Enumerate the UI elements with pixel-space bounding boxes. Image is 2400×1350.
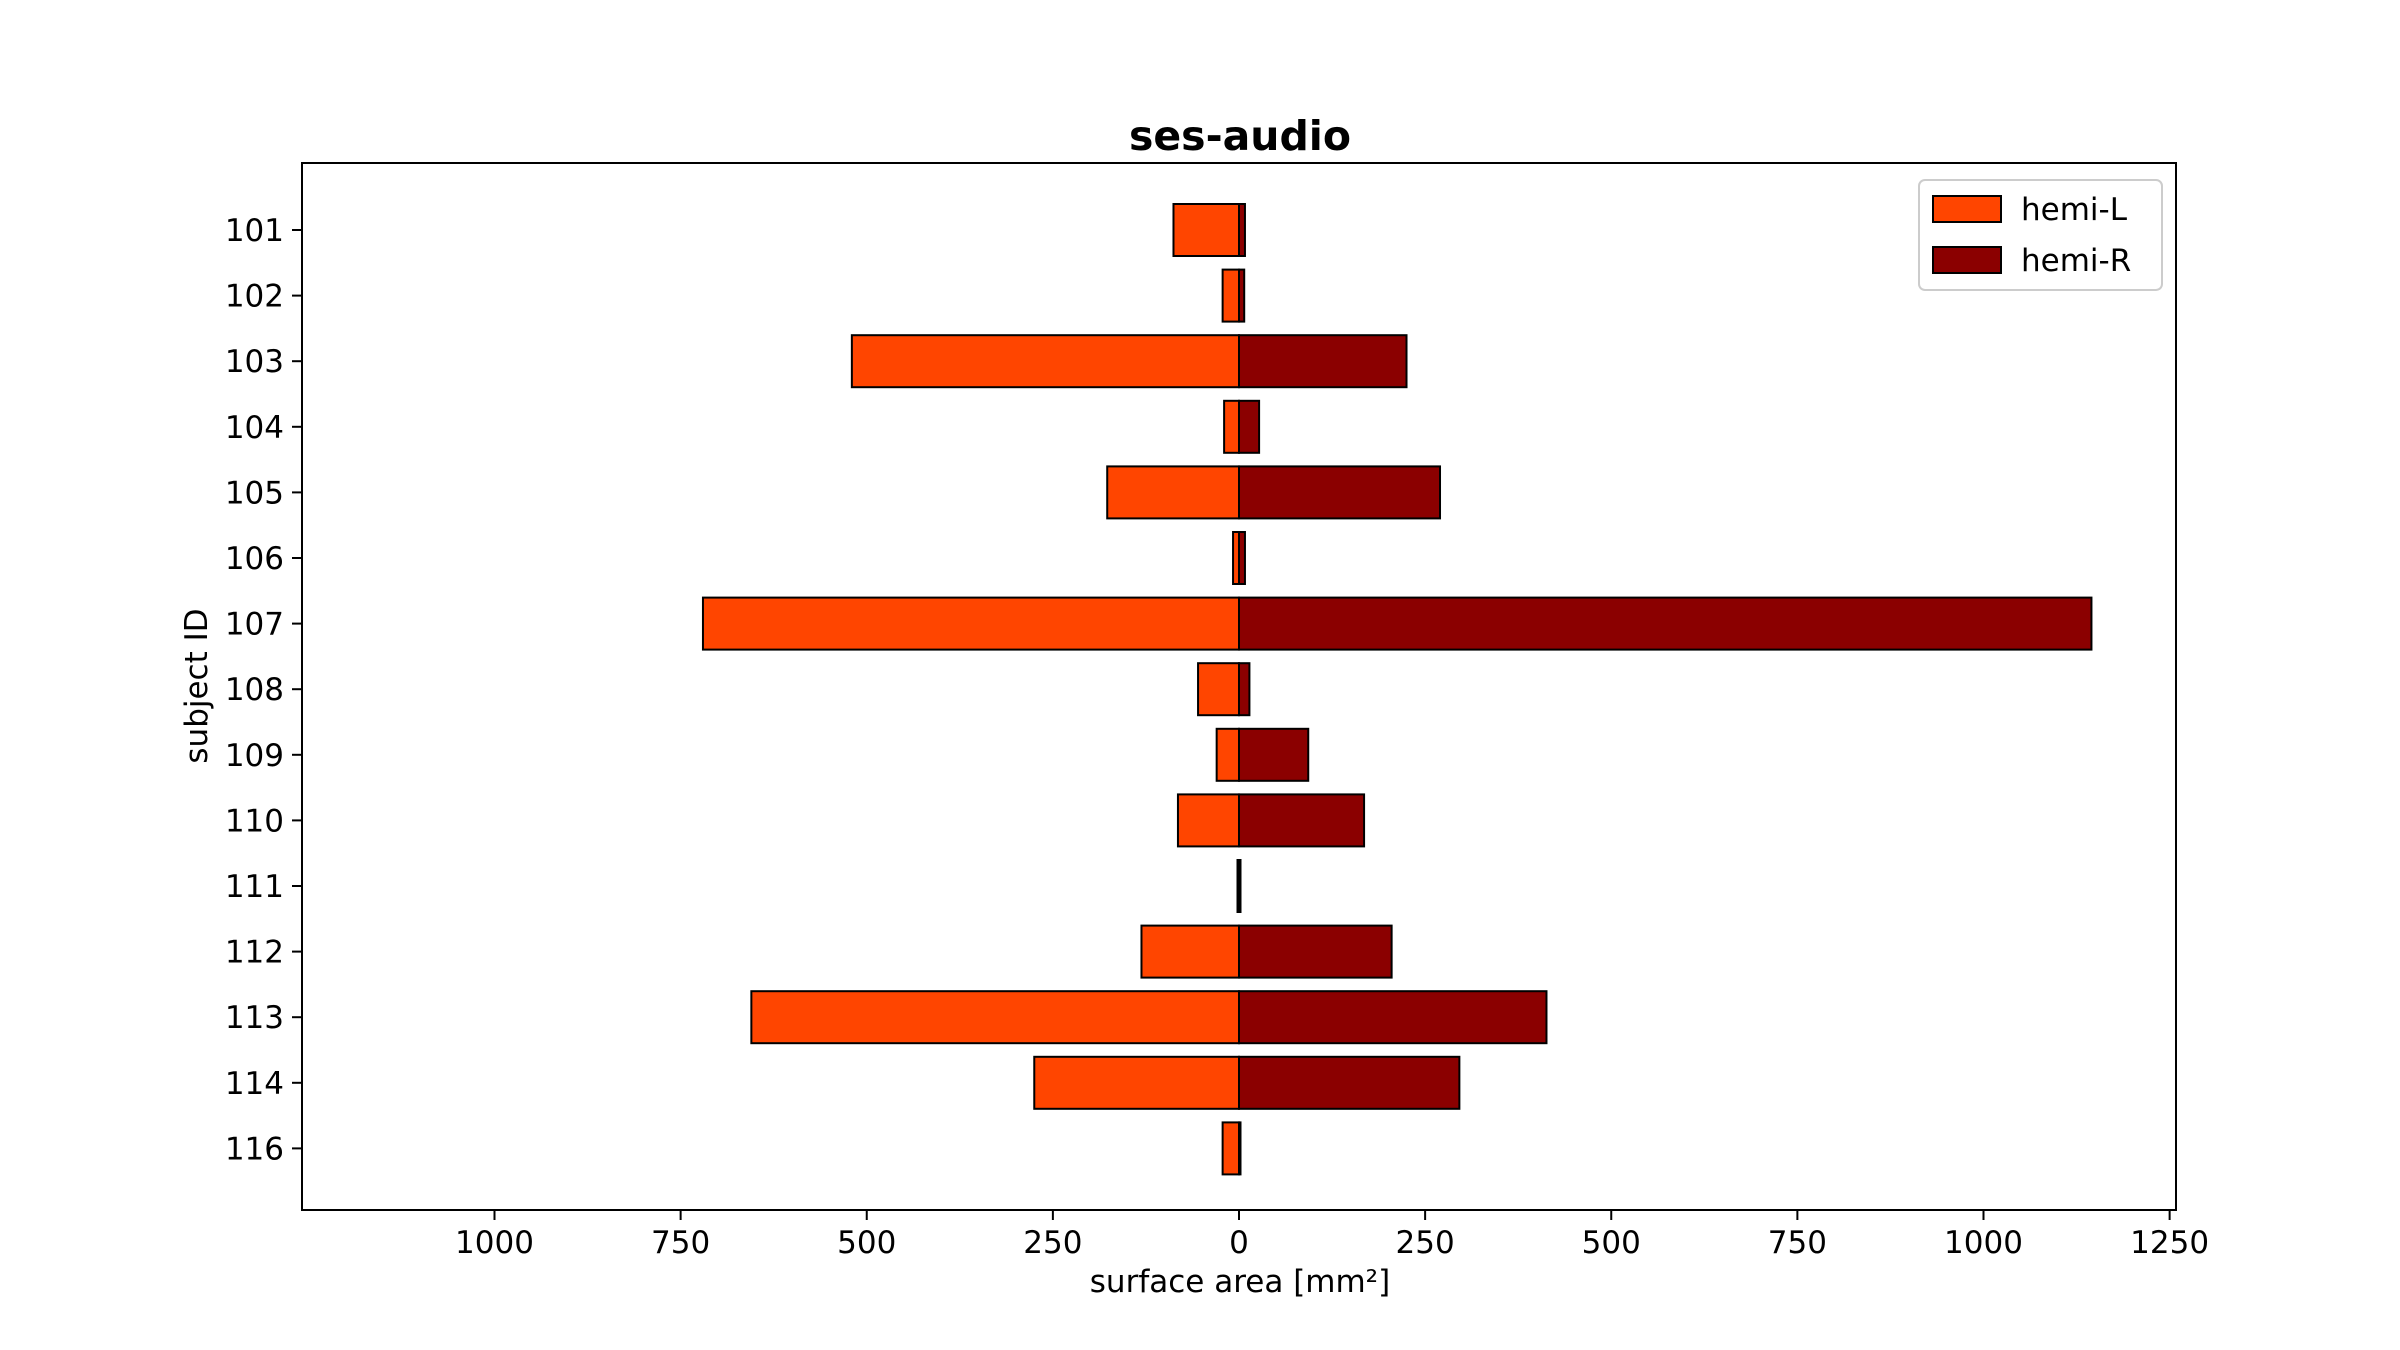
bar-hemi-R-113 <box>1238 990 1548 1045</box>
y-tick-label: 104 <box>225 410 284 446</box>
bar-hemi-R-101 <box>1238 203 1246 257</box>
bar-hemi-R-105 <box>1238 465 1442 520</box>
bar-hemi-L-102 <box>1221 268 1240 323</box>
y-tick-label: 107 <box>225 607 284 643</box>
legend-swatch-hemi-R <box>1932 246 2002 274</box>
x-axis: 1000 750 500 250 0 250 500 750 1000 1250 <box>455 1210 2209 1261</box>
x-tick-label: 750 <box>651 1225 710 1261</box>
y-tick-label: 108 <box>225 672 284 708</box>
bar-hemi-L-108 <box>1197 662 1240 717</box>
bar-hemi-R-116 <box>1238 1121 1242 1176</box>
x-tick-label: 250 <box>1396 1225 1455 1261</box>
bar-hemi-L-116 <box>1221 1121 1240 1176</box>
y-tick-label: 111 <box>225 869 284 905</box>
y-tick-label: 114 <box>225 1066 284 1102</box>
bars-layer <box>701 203 2093 1176</box>
bar-hemi-R-114 <box>1238 1055 1461 1110</box>
y-tick-label: 105 <box>225 475 284 511</box>
y-tick-label: 102 <box>225 279 284 315</box>
x-tick-label: 0 <box>1229 1225 1249 1261</box>
bar-hemi-R-103 <box>1238 334 1408 389</box>
x-tick-label: 1000 <box>1944 1225 2023 1261</box>
bar-hemi-R-104 <box>1238 399 1261 454</box>
y-tick-label: 106 <box>225 541 284 577</box>
legend-label-hemi-L: hemi-L <box>2021 192 2128 228</box>
y-axis: 101 102 103 104 105 106 107 108 109 110 111 112 113 1… <box>225 213 302 1167</box>
bar-hemi-L-101 <box>1172 203 1241 257</box>
bar-hemi-L-103 <box>850 334 1240 389</box>
x-axis-label: surface area [mm²] <box>1090 1264 1390 1300</box>
x-tick-label: 500 <box>1582 1225 1641 1261</box>
bar-hemi-R-110 <box>1238 793 1366 848</box>
legend-label-hemi-R: hemi-R <box>2021 243 2131 279</box>
bar-hemi-R-112 <box>1238 924 1393 979</box>
y-tick-label: 110 <box>225 803 284 839</box>
bar-hemi-L-112 <box>1140 924 1240 979</box>
y-tick-label: 116 <box>225 1131 284 1167</box>
bar-hemi-R-109 <box>1238 727 1310 782</box>
bar-hemi-L-114 <box>1033 1055 1240 1110</box>
bar-hemi-L-105 <box>1106 465 1241 520</box>
x-tick-label: 1250 <box>2130 1225 2209 1261</box>
bar-hemi-R-106 <box>1238 531 1246 585</box>
legend-swatch-hemi-L <box>1932 195 2002 223</box>
y-tick-label: 112 <box>225 935 284 971</box>
x-tick-label: 250 <box>1023 1225 1082 1261</box>
y-tick-label: 109 <box>225 738 284 774</box>
bar-hemi-L-107 <box>701 596 1240 651</box>
bar-hemi-L-109 <box>1215 727 1241 782</box>
y-tick-label: 101 <box>225 213 284 249</box>
bar-hemi-R-108 <box>1238 662 1251 717</box>
bar-hemi-R-102 <box>1238 268 1246 323</box>
y-tick-label: 103 <box>225 344 284 380</box>
x-tick-label: 750 <box>1768 1225 1827 1261</box>
bar-hemi-L-104 <box>1223 399 1240 454</box>
bar-hemi-R-107 <box>1238 596 2093 651</box>
bar-hemi-R-111 <box>1238 859 1242 913</box>
x-tick-label: 500 <box>837 1225 896 1261</box>
chart-title: ses-audio <box>1129 112 1351 160</box>
y-tick-label: 113 <box>225 1000 284 1036</box>
x-tick-label: 1000 <box>455 1225 534 1261</box>
bar-hemi-L-113 <box>750 990 1240 1045</box>
bar-hemi-L-110 <box>1176 793 1241 848</box>
y-axis-label: subject ID <box>179 608 215 763</box>
legend: hemi-L hemi-R <box>1918 179 2163 291</box>
